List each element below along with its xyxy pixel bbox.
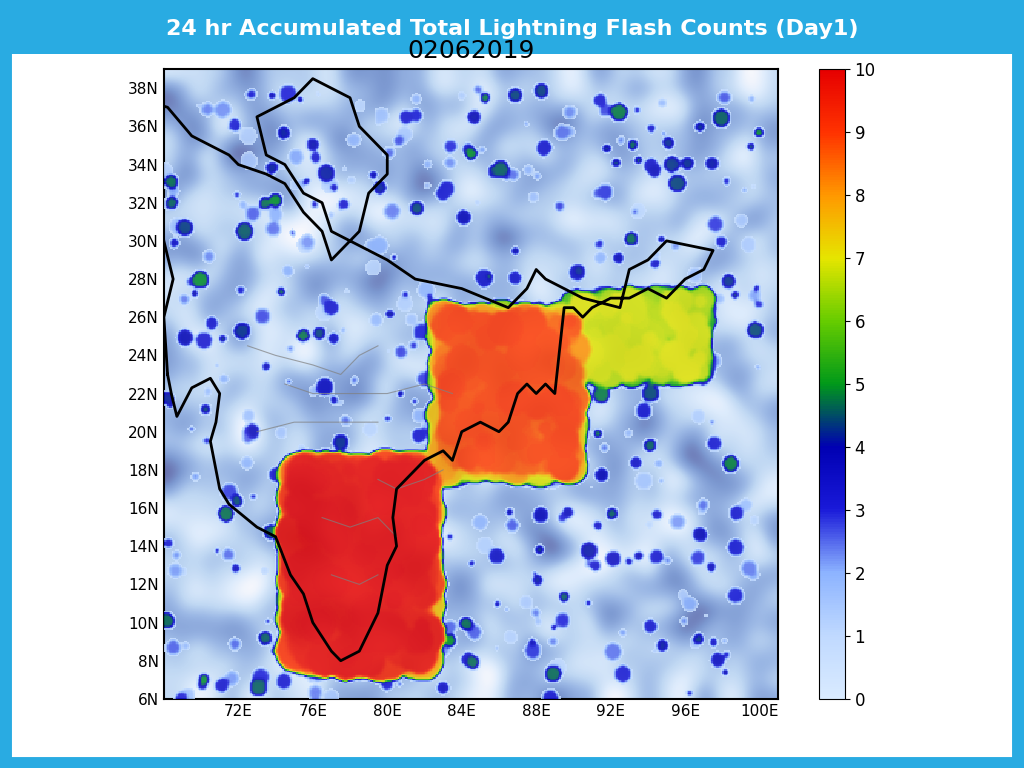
Text: 24 hr Accumulated Total Lightning Flash Counts (Day1): 24 hr Accumulated Total Lightning Flash …	[166, 18, 858, 39]
FancyBboxPatch shape	[10, 4, 1014, 54]
Text: 02062019: 02062019	[408, 39, 535, 63]
